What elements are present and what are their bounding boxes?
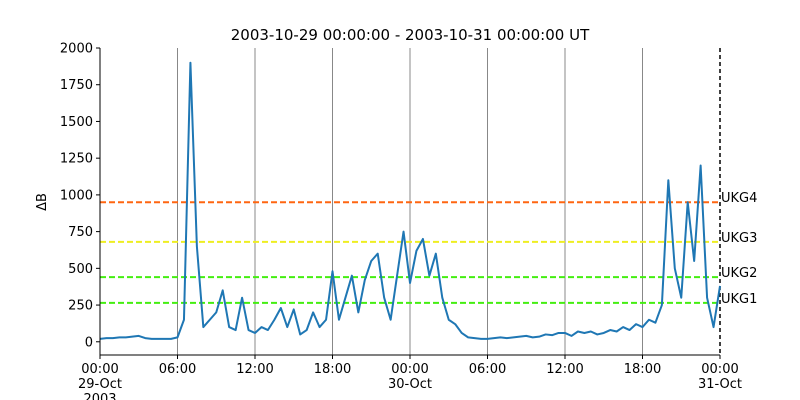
x-tick-label: 00:00 29-Oct 2003 <box>78 362 122 400</box>
threshold-label: UKG4 <box>721 191 757 206</box>
x-tick-label: 06:00 <box>159 362 196 377</box>
x-tick-label: 12:00 <box>546 362 583 377</box>
threshold-label: UKG3 <box>721 231 757 246</box>
x-tick-label: 00:00 31-Oct <box>698 362 742 392</box>
y-tick-label: 250 <box>68 299 93 314</box>
x-tick-label: 06:00 <box>469 362 506 377</box>
y-tick-label: 1500 <box>60 115 93 130</box>
y-tick-label: 1250 <box>60 152 93 167</box>
y-tick-label: 2000 <box>60 42 93 57</box>
y-tick-label: 750 <box>68 225 93 240</box>
y-tick-label: 500 <box>68 262 93 277</box>
y-tick-label: 1750 <box>60 78 93 93</box>
x-tick-label: 18:00 <box>314 362 351 377</box>
threshold-label: UKG2 <box>721 266 757 281</box>
y-axis-label: ΔB <box>35 193 50 211</box>
x-tick-label: 12:00 <box>236 362 273 377</box>
y-tick-label: 0 <box>85 335 93 350</box>
chart-title: 2003-10-29 00:00:00 - 2003-10-31 00:00:0… <box>231 26 590 44</box>
x-tick-label: 18:00 <box>624 362 661 377</box>
threshold-label: UKG1 <box>721 292 757 307</box>
x-tick-label: 00:00 30-Oct <box>388 362 432 392</box>
y-tick-label: 1000 <box>60 188 93 203</box>
data-line <box>99 61 721 340</box>
